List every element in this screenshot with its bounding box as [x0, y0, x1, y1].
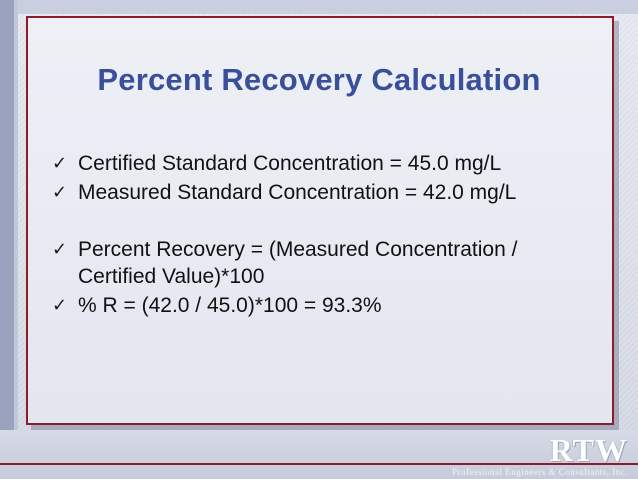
logo-letters: RTW — [549, 432, 628, 468]
footer-band — [0, 430, 638, 479]
checkmark-icon: ✓ — [52, 182, 68, 203]
checkmark-icon: ✓ — [52, 153, 68, 174]
left-decor-bar-light — [14, 0, 18, 479]
bullet-text: Certified Standard Concentration = 45.0 … — [78, 152, 502, 175]
bullet-item: ✓ Certified Standard Concentration = 45.… — [46, 150, 586, 177]
bullet-item: ✓ Measured Standard Concentration = 42.0… — [46, 179, 586, 206]
logo-tagline: Professional Engineers & Consultants, In… — [452, 467, 628, 477]
left-decor-bar — [0, 0, 14, 479]
bullet-item: ✓ Percent Recovery = (Measured Concentra… — [46, 236, 586, 290]
bullet-text: Percent Recovery = (Measured Concentrati… — [78, 238, 518, 288]
company-logo: RTW Professional Engineers & Consultants… — [428, 430, 628, 479]
bullet-text: % R = (42.0 / 45.0)*100 = 93.3% — [78, 294, 382, 317]
slide-title: Percent Recovery Calculation — [97, 62, 541, 97]
footer-rule — [0, 463, 638, 465]
checkmark-icon: ✓ — [52, 239, 68, 260]
top-decor-bar — [0, 0, 638, 14]
checkmark-icon: ✓ — [52, 295, 68, 316]
bullet-item: ✓ % R = (42.0 / 45.0)*100 = 93.3% — [46, 292, 586, 319]
content-frame — [26, 16, 614, 425]
bullet-text: Measured Standard Concentration = 42.0 m… — [78, 181, 517, 204]
bullet-list: ✓ Certified Standard Concentration = 45.… — [46, 150, 586, 321]
